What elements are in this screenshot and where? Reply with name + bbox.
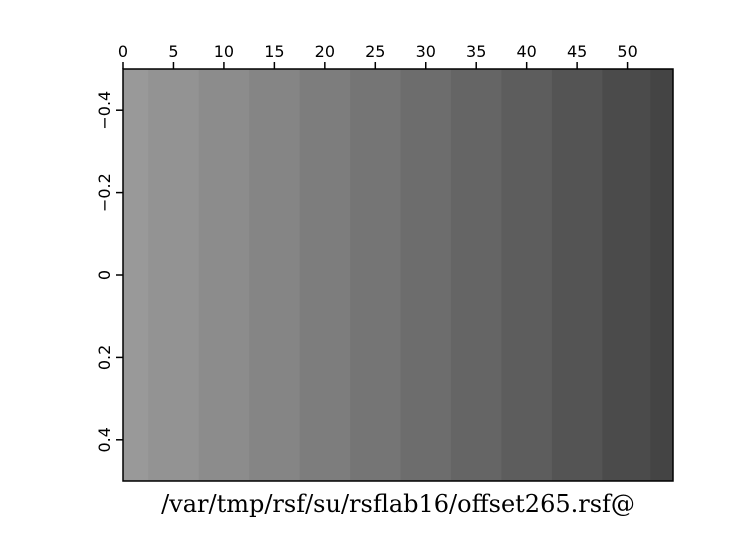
x-tick-label: 20 [315, 42, 335, 61]
x-axis-top: 0 5 10 15 20 25 30 35 40 45 50 [118, 42, 638, 69]
chart-title: /var/tmp/rsf/su/rsflab16/offset265.rsf@ [161, 490, 635, 518]
y-tick-label: −0.2 [95, 173, 114, 212]
image-column [299, 69, 351, 481]
y-tick-label: 0 [95, 270, 114, 280]
image-column [501, 69, 553, 481]
x-tick-label: 45 [567, 42, 587, 61]
image-column [249, 69, 301, 481]
x-tick-label: 10 [214, 42, 234, 61]
x-tick-label: 15 [264, 42, 284, 61]
x-tick-label: 0 [118, 42, 128, 61]
y-tick-label: 0.2 [95, 345, 114, 370]
image-column [400, 69, 452, 481]
plot-area [122, 68, 674, 482]
x-tick-label: 25 [365, 42, 385, 61]
x-tick-label: 35 [466, 42, 486, 61]
x-tick-label: 40 [516, 42, 536, 61]
x-tick-label: 30 [416, 42, 436, 61]
image-column [602, 69, 651, 481]
y-axis-left: −0.4 −0.2 0 0.2 0.4 [95, 91, 123, 453]
x-tick-label: 5 [168, 42, 178, 61]
image-column [198, 69, 250, 481]
image-column [148, 69, 200, 481]
y-tick-label: −0.4 [95, 91, 114, 130]
grayscale-image [123, 69, 674, 481]
y-tick-label: 0.4 [95, 427, 114, 452]
image-column [450, 69, 502, 481]
x-tick-label: 50 [617, 42, 637, 61]
image-column [650, 69, 674, 481]
image-column [350, 69, 402, 481]
image-column [123, 69, 149, 481]
image-column [551, 69, 603, 481]
